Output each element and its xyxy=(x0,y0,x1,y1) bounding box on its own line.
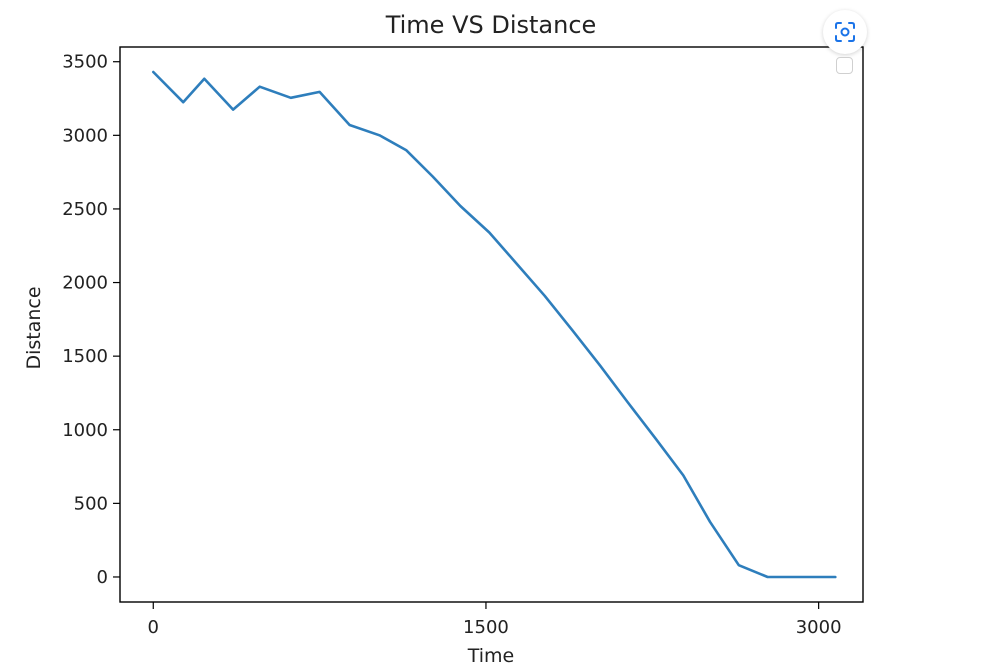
y-tick-label: 3500 xyxy=(62,52,108,73)
x-axis-ticks: 0 1500 3000 xyxy=(148,602,842,638)
y-axis-title: Distance xyxy=(23,286,45,369)
y-tick-label: 2500 xyxy=(62,199,108,220)
y-tick-label: 1500 xyxy=(62,346,108,367)
y-tick-label: 0 xyxy=(97,567,108,588)
x-axis-title: Time xyxy=(467,645,515,667)
chart-title: Time VS Distance xyxy=(385,11,597,39)
google-lens-icon xyxy=(835,22,855,42)
y-tick-label: 500 xyxy=(74,493,108,514)
y-axis-ticks: 0 500 1000 1500 2000 2500 3000 3500 xyxy=(62,52,120,588)
series-line xyxy=(152,70,837,579)
y-tick-label: 2000 xyxy=(62,273,108,294)
y-tick-label: 3000 xyxy=(62,125,108,146)
lens-search-button[interactable] xyxy=(823,10,867,54)
x-tick-label: 1500 xyxy=(463,617,509,638)
x-tick-label: 3000 xyxy=(796,617,842,638)
x-tick-label: 0 xyxy=(148,617,159,638)
y-tick-label: 1000 xyxy=(62,420,108,441)
plot-area-frame xyxy=(119,46,864,603)
legend-checkbox xyxy=(836,57,853,74)
series-layer xyxy=(152,70,837,579)
